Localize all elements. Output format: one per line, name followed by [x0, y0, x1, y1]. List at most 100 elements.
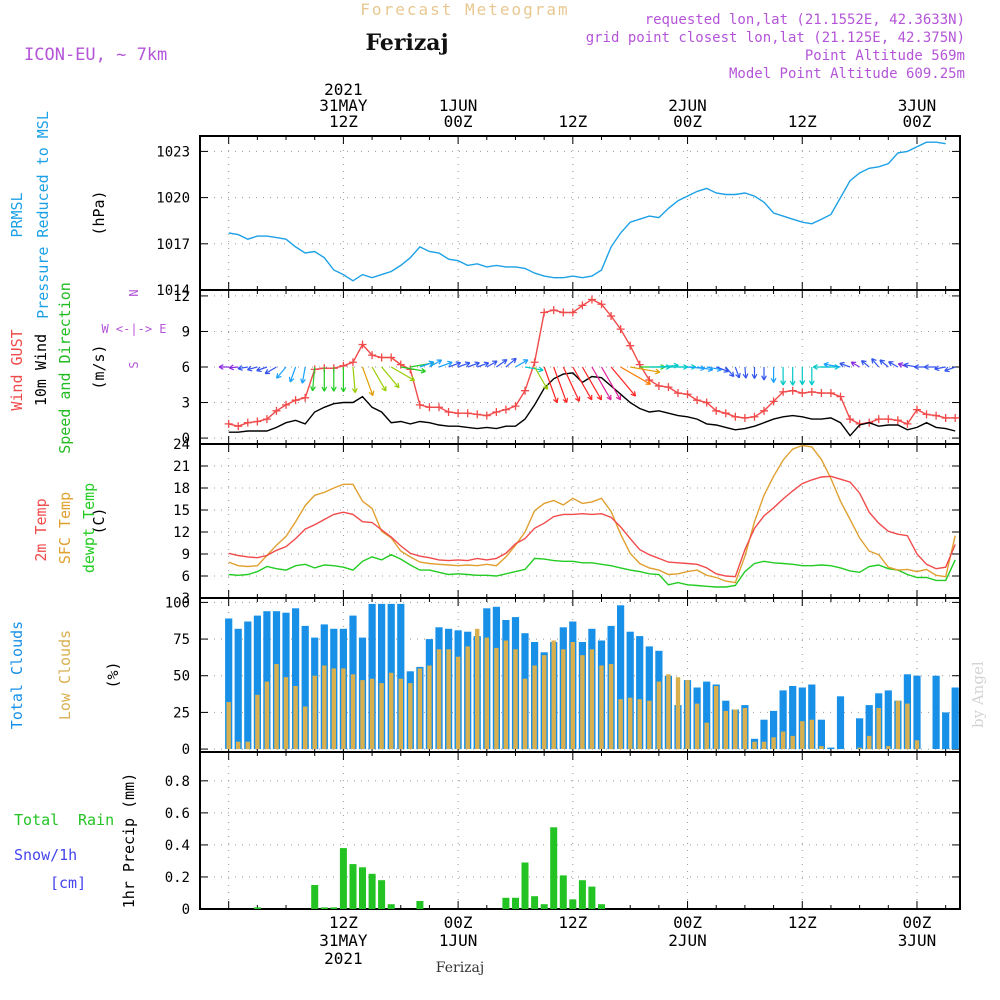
- wind-arrow: [562, 366, 581, 402]
- wind-arrow: [390, 366, 416, 382]
- low-cloud-bar: [379, 683, 384, 750]
- tick-label-y: 1014: [156, 283, 190, 299]
- low-cloud-bar: [484, 637, 489, 750]
- gust-marker: [224, 419, 233, 428]
- wind-speed-line: [228, 372, 956, 437]
- panel-label-dewpt: dewpt Temp: [80, 483, 98, 573]
- gust-marker: [454, 409, 463, 418]
- gust-marker: [846, 415, 855, 424]
- total-cloud-bar: [884, 690, 892, 750]
- gust-marker: [788, 386, 797, 395]
- rain-bar: [320, 907, 328, 909]
- time-label-top: 00Z: [903, 112, 932, 131]
- wind-arrow: [850, 361, 860, 368]
- low-cloud-bar: [331, 668, 336, 750]
- total-cloud-bar: [617, 605, 625, 749]
- gust-marker: [549, 306, 558, 315]
- total-cloud-bar: [932, 675, 940, 749]
- low-cloud-bar: [570, 642, 575, 750]
- gust-marker: [272, 406, 281, 415]
- low-cloud-bar: [245, 741, 250, 749]
- meteogram-title: Forecast Meteogram: [360, 0, 569, 19]
- rain-bar: [540, 904, 548, 909]
- time-label-bottom: 31MAY: [319, 931, 368, 950]
- low-cloud-bar: [513, 649, 518, 749]
- wind-arrow: [600, 366, 622, 401]
- rain-bar: [531, 896, 539, 909]
- gust-marker: [282, 400, 291, 409]
- gust-marker: [673, 389, 682, 398]
- wind-arrow: [923, 364, 937, 370]
- gust-marker: [291, 396, 300, 405]
- rain-bar: [416, 901, 424, 909]
- rain-bar: [559, 875, 567, 909]
- panel-label-10m-wind: 10m Wind: [32, 334, 50, 406]
- wind-arrow: [310, 366, 316, 392]
- wind-arrow: [742, 366, 749, 379]
- tick-label-y: 0: [182, 902, 190, 918]
- low-cloud-bar: [656, 681, 662, 750]
- wind-arrow: [770, 367, 777, 383]
- low-cloud-bar: [723, 710, 728, 749]
- wind-arrow: [246, 365, 258, 372]
- low-cloud-bar: [685, 680, 690, 749]
- gust-marker: [387, 353, 396, 362]
- total-cloud-bar: [225, 618, 233, 749]
- time-label-top: 00Z: [673, 112, 702, 131]
- gust-marker: [683, 390, 692, 399]
- footer-location: Ferizaj: [436, 960, 484, 976]
- total-cloud-bar: [779, 690, 787, 750]
- total-cloud-bar: [244, 621, 252, 750]
- low-cloud-bar: [742, 708, 748, 750]
- low-cloud-bar: [303, 706, 308, 749]
- gust-marker: [234, 422, 243, 431]
- time-label-top: 12Z: [558, 112, 587, 131]
- rain-bar: [311, 885, 319, 909]
- low-cloud-bar: [895, 700, 901, 750]
- gust-marker: [559, 308, 568, 317]
- rain-bar: [598, 904, 605, 909]
- wind-arrow: [860, 360, 870, 368]
- low-cloud-bar: [255, 694, 260, 750]
- tick-label-y: 15: [173, 503, 190, 519]
- low-cloud-bar: [714, 686, 719, 750]
- low-cloud-bar: [867, 735, 872, 750]
- low-cloud-bar: [436, 649, 442, 749]
- wind-arrow: [264, 366, 277, 375]
- total-cloud-bar: [798, 687, 806, 750]
- low-cloud-bar: [455, 656, 461, 750]
- low-cloud-bar: [532, 665, 537, 750]
- time-label-bottom: 3JUN: [898, 931, 937, 950]
- wind-arrow: [543, 366, 559, 404]
- rain-bar: [521, 862, 529, 909]
- time-label-top: 12Z: [329, 112, 358, 131]
- tick-label-y: 3: [182, 591, 190, 607]
- gust-marker: [712, 406, 721, 415]
- low-cloud-bar: [369, 678, 375, 750]
- time-label-top: 2021: [324, 80, 363, 99]
- tick-label-y: 0.4: [165, 838, 190, 854]
- gust-marker: [817, 389, 826, 398]
- panel-label-speed-dir: Speed and Direction: [56, 282, 74, 454]
- requested-coords: requested lon,lat (21.1552E, 42.3633N): [645, 12, 965, 28]
- time-label-bottom: 1JUN: [439, 931, 478, 950]
- wind-arrow: [888, 361, 899, 368]
- rain-bar: [378, 880, 386, 909]
- rain-bar: [330, 907, 338, 909]
- low-cloud-bar: [360, 680, 365, 749]
- total-cloud-bar: [836, 696, 845, 750]
- low-cloud-bar: [226, 702, 231, 749]
- wind-arrow: [799, 367, 806, 386]
- compass-rose: N W <-|-> E S: [101, 289, 166, 368]
- gust-marker: [607, 312, 616, 321]
- tick-label-y: 100: [165, 595, 190, 611]
- gust-marker: [463, 409, 472, 418]
- gust-marker: [377, 353, 386, 362]
- gust-marker: [626, 341, 635, 350]
- gust-marker: [530, 358, 539, 367]
- low-cloud-bar: [886, 746, 891, 749]
- watermark: by Angel: [969, 661, 987, 728]
- time-label-bottom: 2JUN: [668, 931, 707, 950]
- compass-s: S: [127, 361, 141, 368]
